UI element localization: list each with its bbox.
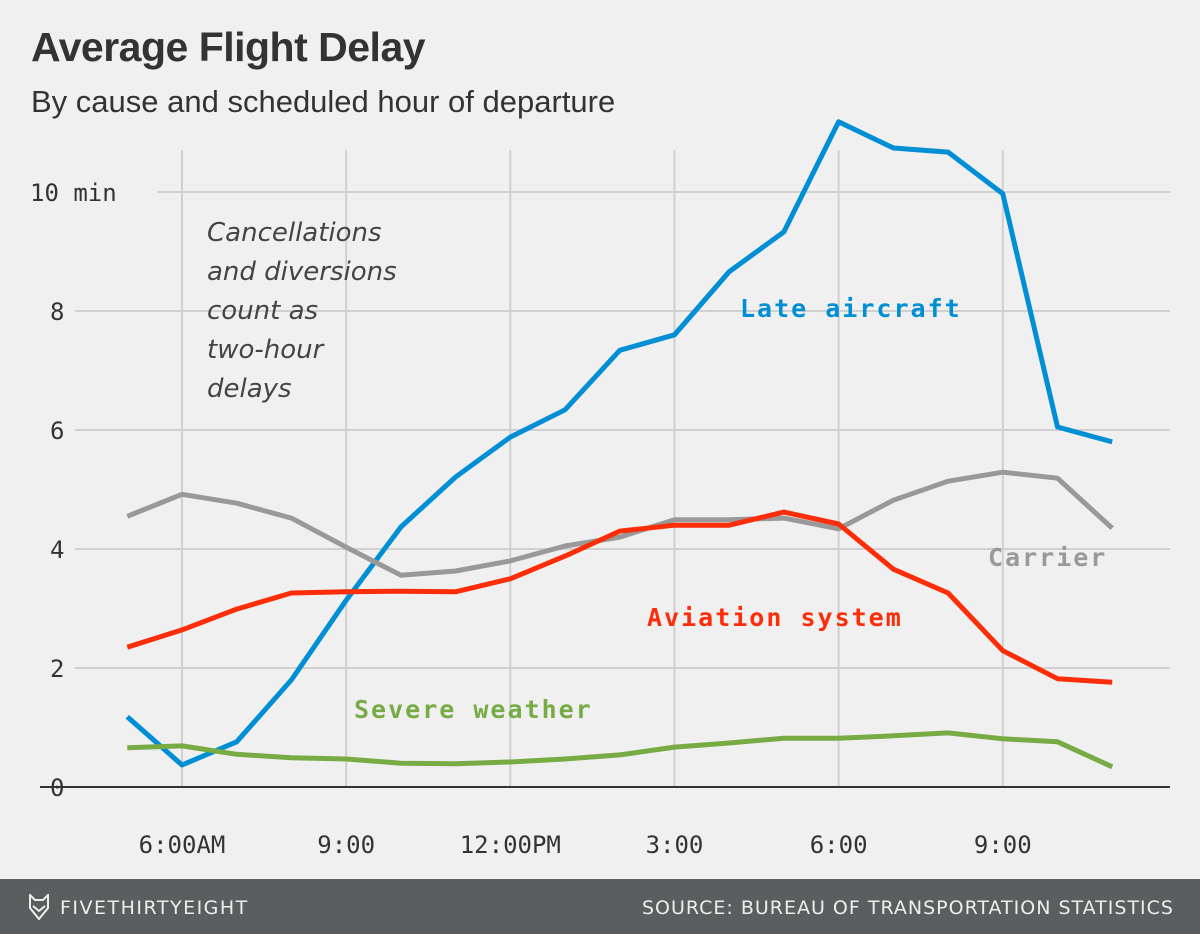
series-label: Aviation system [647, 603, 903, 632]
series-line-severe-weather [127, 730, 1114, 770]
y-tick-label: 4 [50, 536, 64, 564]
x-tick-label: 9:00 [974, 831, 1032, 859]
source-credit: SOURCE: BUREAU OF TRANSPORTATION STATIST… [641, 897, 1174, 919]
fox-logo-icon [29, 894, 49, 920]
line-chart: 0246810 min6:00AM9:0012:00PM3:006:009:00… [30, 119, 1170, 859]
annotation-line: two-hour [207, 335, 326, 365]
x-tick-label: 12:00PM [460, 831, 561, 859]
series-label: Carrier [988, 543, 1107, 572]
annotation-line: and diversions [207, 257, 397, 287]
annotation-line: count as [207, 296, 318, 326]
y-tick-label: 8 [50, 298, 64, 326]
series-label: Severe weather [354, 695, 593, 724]
chart-subtitle: By cause and scheduled hour of departure [31, 84, 616, 119]
x-tick-label: 6:00 [810, 831, 868, 859]
y-tick-label: 10 min [30, 179, 117, 207]
annotation-line: delays [207, 374, 292, 404]
series-label: Late aircraft [740, 294, 962, 323]
y-tick-label: 6 [50, 417, 64, 445]
y-tick-label: 2 [50, 655, 64, 683]
series-line-late-aircraft [125, 119, 1113, 768]
x-tick-label: 3:00 [646, 831, 704, 859]
annotation-line: Cancellations [207, 218, 382, 248]
x-tick-label: 6:00AM [139, 831, 226, 859]
chart-title: Average Flight Delay [31, 24, 426, 70]
brand-name: FIVETHIRTYEIGHT [60, 897, 249, 919]
x-tick-label: 9:00 [317, 831, 375, 859]
series-line-aviation-system [126, 509, 1113, 685]
footer: FIVETHIRTYEIGHT SOURCE: BUREAU OF TRANSP… [0, 879, 1200, 934]
series-line-carrier [126, 469, 1114, 578]
